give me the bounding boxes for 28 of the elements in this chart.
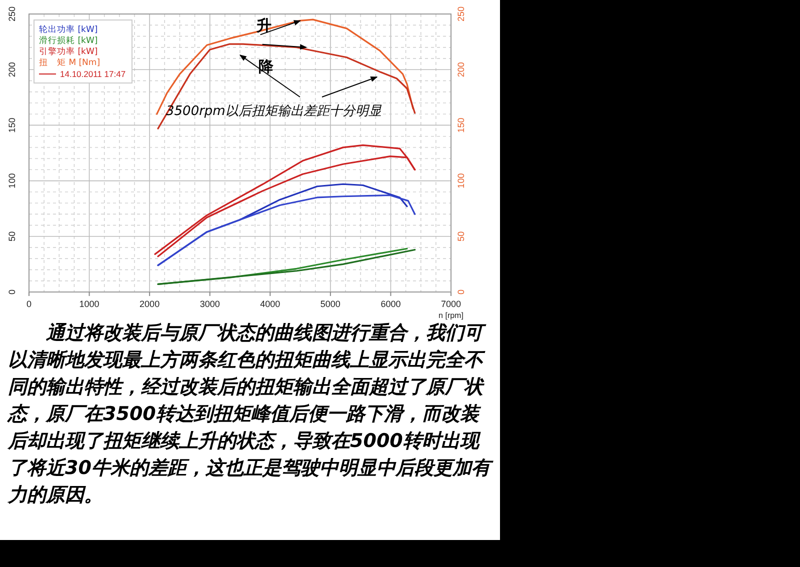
y2-tick-label: 100 [456, 173, 466, 188]
x-tick-label: 3000 [200, 299, 220, 309]
x-axis-title: n [rpm] [438, 311, 464, 320]
x-tick-label: 2000 [140, 299, 160, 309]
y2-tick-label: 200 [456, 62, 466, 78]
annotation: 降 [258, 57, 274, 76]
x-tick-label: 5000 [320, 299, 340, 309]
x-tick-label: 1000 [79, 299, 100, 309]
y2-tick-label: 250 [456, 6, 466, 22]
y-tick-label: 150 [7, 118, 17, 133]
text: 轮出功率 [kW] [39, 24, 98, 35]
y2-tick-label: 0 [456, 289, 466, 295]
y-tick-label: 250 [7, 6, 17, 22]
y-tick-label: 200 [7, 62, 17, 78]
y-tick-label: 0 [7, 289, 17, 295]
y2-tick-label: 150 [456, 118, 466, 133]
text: 滑行损耗 [kW] [39, 35, 98, 46]
text: 通过将改装后与原厂状态的曲线图进行重合，我们可以清晰地发现最上方两条红色的扭矩曲线上显示出完全不同的输出特性，经过改装后的扭矩输出全面超过了原厂状态，原厂在3500转达到扭矩峰值后便一路下滑，而改装后却出现了扭矩继续上升的状态，导致在5000转时出现了将近30牛米的差距，这也正是驾驶中明显中后段更加有力的原因。 [8, 321, 494, 508]
y2-tick-label: 50 [456, 231, 466, 242]
y-tick-label: 50 [7, 231, 17, 242]
x-tick-label: 6000 [380, 299, 401, 309]
x-tick-label: 0 [26, 299, 32, 309]
annotation: 14.10.2011 17:47 [60, 69, 126, 79]
text: 引擎功率 [kW] [39, 46, 98, 57]
text: 扭 矩 M [Nm] [39, 57, 100, 68]
x-tick-label: 7000 [440, 299, 462, 309]
y-tick-label: 100 [7, 173, 17, 188]
x-tick-label: 4000 [260, 299, 280, 309]
